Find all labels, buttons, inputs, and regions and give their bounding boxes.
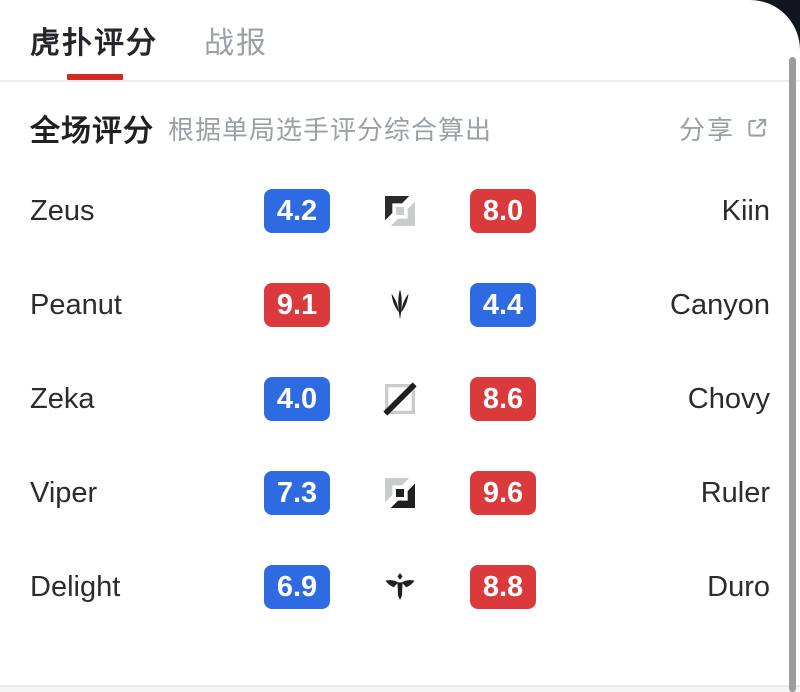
bottom-strip xyxy=(0,687,800,692)
bottom-divider xyxy=(0,685,800,687)
right-player-name: Duro xyxy=(707,570,770,603)
right-score-badge[interactable]: 9.6 xyxy=(470,471,536,515)
tab-bar: 虎扑评分 战报 xyxy=(0,0,800,82)
left-score-badge[interactable]: 6.9 xyxy=(264,565,330,609)
vertical-scrollbar[interactable] xyxy=(789,57,796,692)
left-score-badge[interactable]: 4.0 xyxy=(264,377,330,421)
left-score-badge[interactable]: 9.1 xyxy=(264,283,330,327)
rating-row-top[interactable]: Zeus 4.2 8.0 Kiin xyxy=(0,164,800,258)
right-score-badge[interactable]: 4.4 xyxy=(470,283,536,327)
row-middle-group: 7.3 9.6 xyxy=(264,471,536,515)
right-player-name: Ruler xyxy=(700,476,770,509)
tab-hupu-rating[interactable]: 虎扑评分 xyxy=(30,27,158,60)
right-score-badge[interactable]: 8.0 xyxy=(470,189,536,233)
rating-row-bot[interactable]: Viper 7.3 9.6 Ruler xyxy=(0,446,800,540)
rating-row-jungle[interactable]: Peanut 9.1 4.4 Canyon xyxy=(0,258,800,352)
left-score-badge[interactable]: 7.3 xyxy=(264,471,330,515)
row-middle-group: 4.2 8.0 xyxy=(264,189,536,233)
rating-row-mid[interactable]: Zeka 4.0 8.6 Chovy xyxy=(0,352,800,446)
row-middle-group: 4.0 8.6 xyxy=(264,377,536,421)
left-player-name: Delight xyxy=(30,570,121,603)
share-label: 分享 xyxy=(678,114,735,145)
tab-battle-report[interactable]: 战报 xyxy=(204,27,268,60)
right-score-badge[interactable]: 8.6 xyxy=(470,377,536,421)
right-player-name: Chovy xyxy=(687,382,770,415)
top-lane-icon xyxy=(380,191,420,231)
support-icon xyxy=(380,567,420,607)
page-title: 全场评分 xyxy=(30,115,154,148)
left-player-name: Zeka xyxy=(30,382,95,415)
bot-lane-icon xyxy=(380,473,420,513)
jungle-icon xyxy=(380,285,420,325)
right-player-name: Canyon xyxy=(670,288,770,321)
mid-lane-icon xyxy=(380,379,420,419)
rating-rows: Zeus 4.2 8.0 Kiin Peanut 9.1 xyxy=(0,164,800,634)
left-player-name: Viper xyxy=(30,476,98,509)
page-subtitle: 根据单局选手评分综合算出 xyxy=(168,114,493,145)
row-middle-group: 6.9 8.8 xyxy=(264,565,536,609)
panel-header: 全场评分 根据单局选手评分综合算出 分享 xyxy=(30,106,770,150)
right-player-name: Kiin xyxy=(721,194,770,227)
right-score-badge[interactable]: 8.8 xyxy=(470,565,536,609)
share-button[interactable]: 分享 xyxy=(679,110,770,147)
left-player-name: Zeus xyxy=(30,194,95,227)
left-player-name: Peanut xyxy=(30,288,122,321)
rating-row-support[interactable]: Delight 6.9 8.8 Duro xyxy=(0,540,800,634)
active-tab-underline xyxy=(67,74,123,80)
row-middle-group: 9.1 4.4 xyxy=(264,283,536,327)
left-score-badge[interactable]: 4.2 xyxy=(264,189,330,233)
external-link-icon xyxy=(748,118,767,137)
